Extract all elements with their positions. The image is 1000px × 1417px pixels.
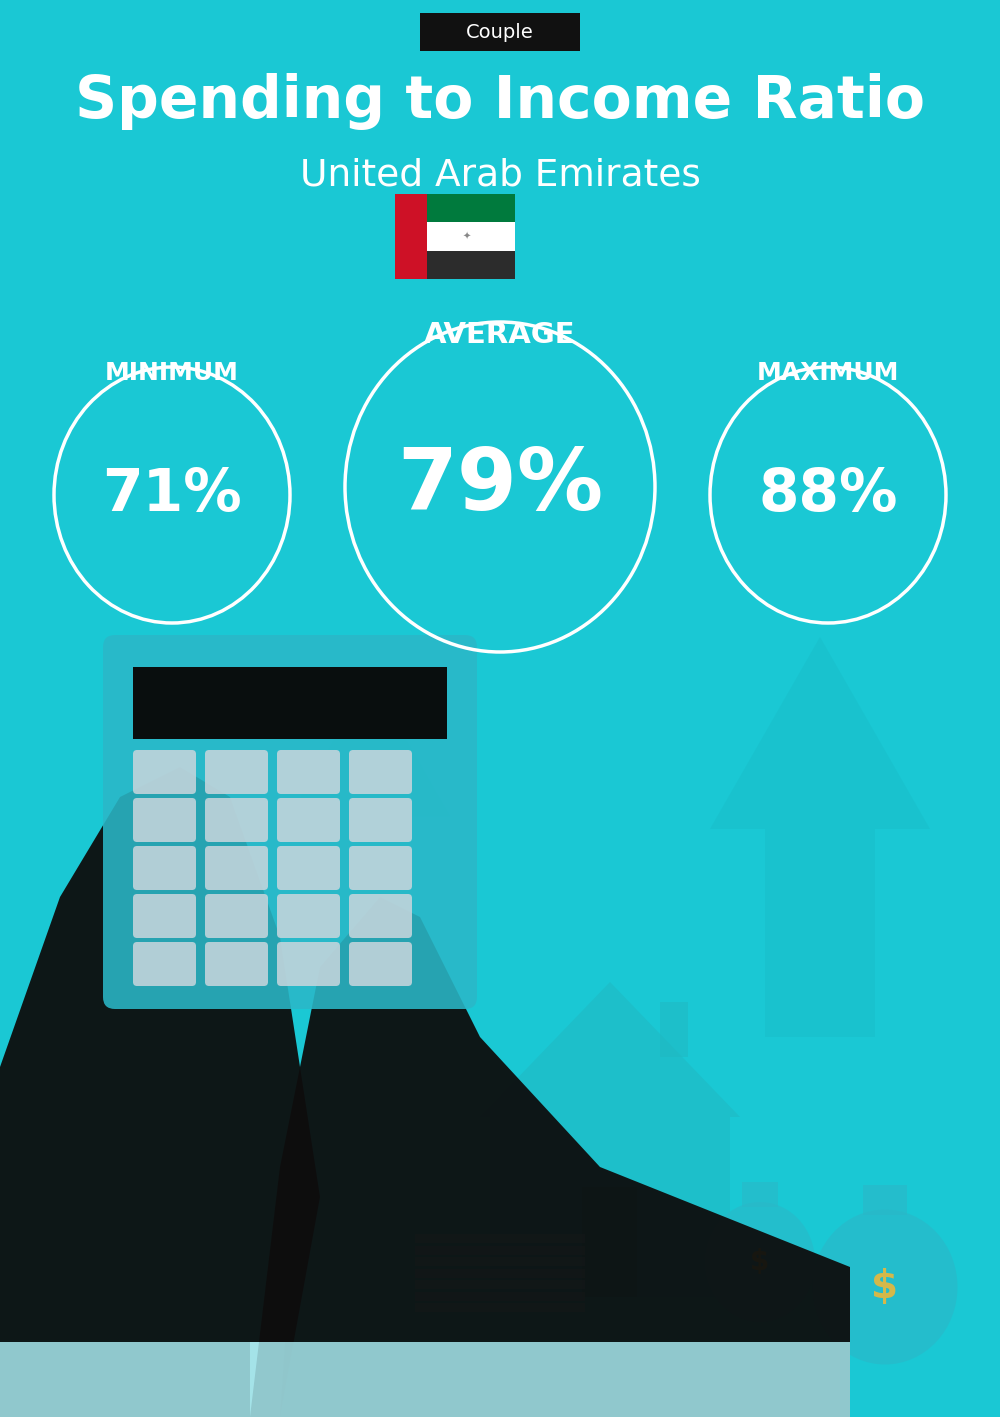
Text: MAXIMUM: MAXIMUM (757, 361, 899, 385)
FancyBboxPatch shape (349, 750, 412, 794)
FancyBboxPatch shape (420, 13, 580, 51)
FancyBboxPatch shape (277, 846, 340, 890)
FancyBboxPatch shape (133, 667, 447, 740)
FancyBboxPatch shape (415, 1246, 585, 1254)
Ellipse shape (705, 1202, 815, 1322)
Polygon shape (290, 677, 450, 966)
FancyBboxPatch shape (415, 1257, 585, 1265)
Ellipse shape (812, 1210, 958, 1365)
FancyBboxPatch shape (205, 846, 268, 890)
FancyBboxPatch shape (205, 942, 268, 986)
FancyBboxPatch shape (133, 750, 196, 794)
Text: $: $ (750, 1248, 770, 1275)
FancyBboxPatch shape (349, 798, 412, 842)
Text: 88%: 88% (758, 466, 898, 523)
FancyBboxPatch shape (133, 798, 196, 842)
FancyBboxPatch shape (427, 222, 515, 251)
FancyBboxPatch shape (415, 1268, 585, 1278)
FancyBboxPatch shape (133, 894, 196, 938)
Text: 79%: 79% (397, 445, 603, 529)
Text: MINIMUM: MINIMUM (105, 361, 239, 385)
Polygon shape (250, 897, 850, 1417)
FancyBboxPatch shape (277, 750, 340, 794)
Text: 71%: 71% (102, 466, 242, 523)
FancyBboxPatch shape (349, 846, 412, 890)
FancyBboxPatch shape (133, 846, 196, 890)
FancyBboxPatch shape (427, 194, 515, 222)
FancyBboxPatch shape (427, 251, 515, 279)
FancyBboxPatch shape (395, 194, 427, 279)
Text: $: $ (872, 1268, 898, 1306)
FancyBboxPatch shape (742, 1182, 778, 1207)
Text: Spending to Income Ratio: Spending to Income Ratio (75, 74, 925, 130)
Text: United Arab Emirates: United Arab Emirates (300, 157, 700, 193)
FancyBboxPatch shape (277, 894, 340, 938)
FancyBboxPatch shape (415, 1280, 585, 1289)
FancyBboxPatch shape (205, 750, 268, 794)
FancyBboxPatch shape (349, 894, 412, 938)
FancyBboxPatch shape (490, 1117, 730, 1297)
FancyBboxPatch shape (277, 798, 340, 842)
Text: Couple: Couple (466, 23, 534, 41)
Polygon shape (480, 982, 740, 1117)
FancyBboxPatch shape (205, 894, 268, 938)
FancyBboxPatch shape (660, 1002, 688, 1057)
FancyBboxPatch shape (415, 1304, 585, 1312)
FancyBboxPatch shape (415, 1234, 585, 1243)
FancyBboxPatch shape (415, 1291, 585, 1301)
FancyBboxPatch shape (582, 1187, 637, 1297)
Polygon shape (0, 1342, 285, 1417)
FancyBboxPatch shape (277, 942, 340, 986)
Text: AVERAGE: AVERAGE (424, 322, 576, 349)
Text: ✦: ✦ (463, 231, 471, 241)
FancyBboxPatch shape (205, 798, 268, 842)
FancyBboxPatch shape (103, 635, 477, 1009)
FancyBboxPatch shape (349, 942, 412, 986)
Polygon shape (710, 638, 930, 1037)
Polygon shape (0, 767, 320, 1417)
FancyBboxPatch shape (863, 1185, 907, 1214)
FancyBboxPatch shape (133, 942, 196, 986)
Polygon shape (250, 1342, 850, 1417)
